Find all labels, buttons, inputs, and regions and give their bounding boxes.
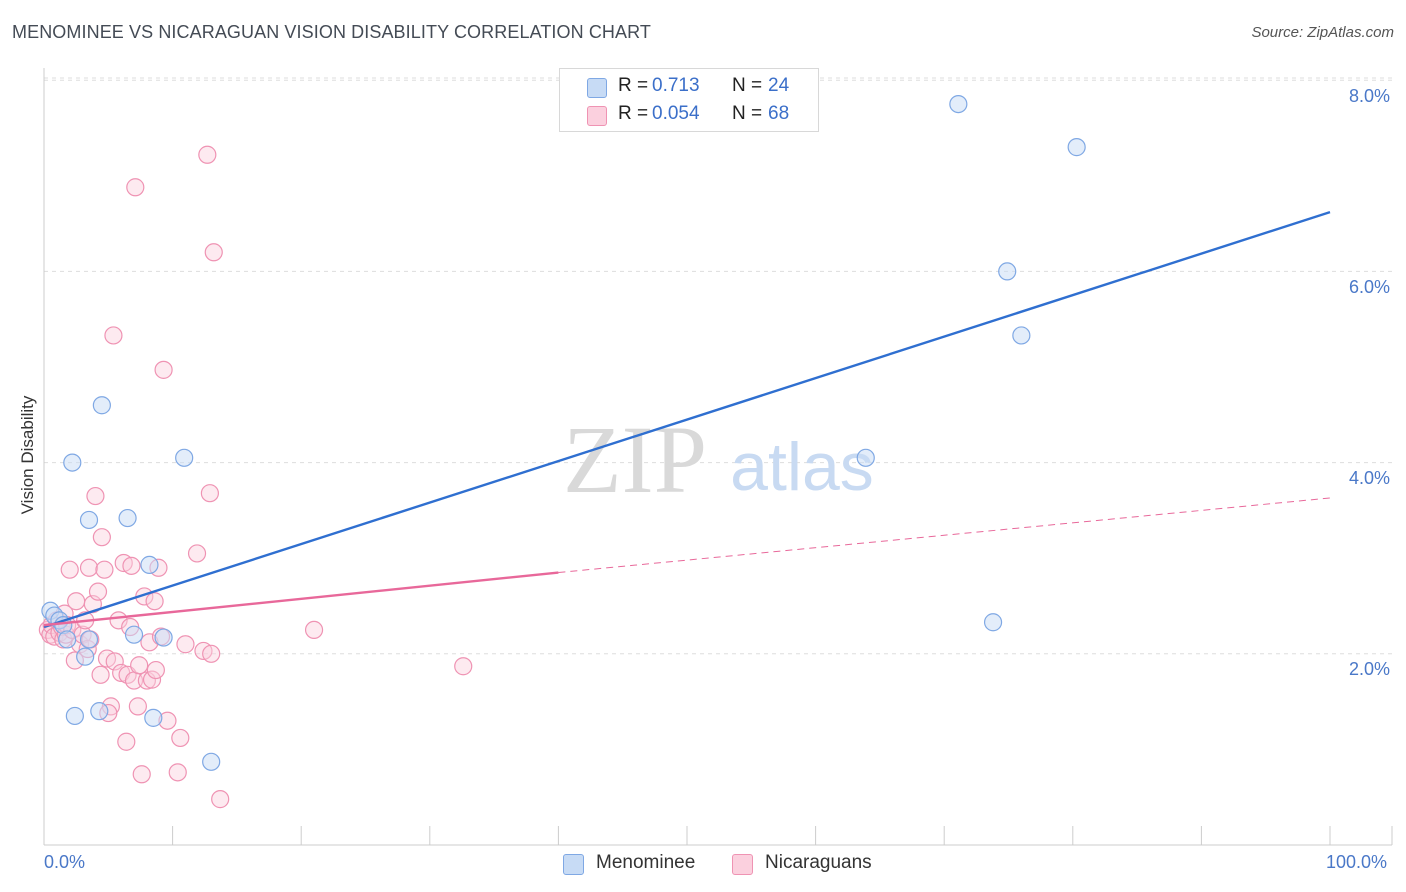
menominee-point xyxy=(79,630,99,649)
nicaraguans-point xyxy=(154,360,173,379)
nicaraguans-legend-swatch xyxy=(732,854,753,875)
y-tick-label: 6.0% xyxy=(1349,277,1391,297)
legend-label: Nicaraguans xyxy=(765,852,872,873)
menominee-point xyxy=(1012,326,1031,345)
menominee-point xyxy=(949,94,968,114)
menominee-trend-line xyxy=(43,210,1331,629)
stats-legend: R = 0.713 N = 24 R = 0.054 N = 68 xyxy=(559,68,819,132)
menominee-point xyxy=(124,625,144,644)
nicaraguans-point xyxy=(176,635,195,654)
nicaraguans-swatch xyxy=(587,106,607,126)
n-label: N = xyxy=(732,103,763,124)
trend-lines xyxy=(43,210,1331,629)
nicaraguans-point xyxy=(145,592,164,611)
nicaraguans-point xyxy=(168,763,187,782)
menominee-point xyxy=(58,630,77,649)
menominee-point xyxy=(63,453,82,472)
menominee-point xyxy=(1067,138,1086,157)
nicaraguans-trend-line xyxy=(43,571,559,627)
nicaraguans-point xyxy=(91,665,110,684)
x-axis-min-label: 0.0% xyxy=(44,852,86,872)
y-tick-label: 4.0% xyxy=(1349,468,1391,488)
menominee-point xyxy=(998,262,1017,281)
nicaraguans-point xyxy=(187,544,207,563)
nicaraguans-point xyxy=(105,652,124,671)
menominee-point xyxy=(175,448,194,467)
nicaraguans-point xyxy=(200,484,219,503)
nicaraguans-point xyxy=(132,765,151,784)
watermark-zip: ZIP xyxy=(563,406,707,513)
nicaraguans-point xyxy=(128,697,147,716)
legend-label: Menominee xyxy=(596,852,696,873)
watermark: ZIP atlas xyxy=(563,406,874,513)
nicaraguans-point xyxy=(198,145,217,164)
menominee-point xyxy=(76,647,95,666)
menominee-point xyxy=(983,613,1003,632)
nicaraguans-point xyxy=(304,620,324,640)
source-label: Source: ZipAtlas.com xyxy=(1251,24,1394,41)
menominee-legend-swatch xyxy=(563,854,584,875)
r-label: R = xyxy=(618,75,649,96)
nicaraguans-point xyxy=(204,243,223,262)
r-value: 0.713 xyxy=(652,75,700,96)
menominee-point xyxy=(92,396,111,415)
n-value: 68 xyxy=(768,103,790,124)
nicaraguans-point xyxy=(86,486,105,506)
y-tick-label: 2.0% xyxy=(1349,659,1391,679)
nicaraguans-point xyxy=(104,326,123,345)
x-axis-max-label: 100.0% xyxy=(1326,852,1388,872)
nicaraguans-point xyxy=(137,671,156,690)
menominee-point xyxy=(144,708,163,727)
nicaraguans-point xyxy=(92,528,111,547)
menominee-point xyxy=(154,628,173,647)
nicaraguans-trend-extension xyxy=(558,497,1331,574)
r-label: R = xyxy=(618,103,649,124)
nicaraguans-point xyxy=(117,732,136,751)
axes xyxy=(43,68,1393,846)
y-tick-label: 8.0% xyxy=(1349,86,1391,106)
nicaraguans-point xyxy=(142,670,162,689)
n-value: 24 xyxy=(768,75,790,96)
nicaraguans-point xyxy=(211,790,230,809)
menominee-point xyxy=(118,508,137,528)
nicaraguans-point xyxy=(130,656,149,675)
menominee-point xyxy=(65,706,84,726)
nicaraguans-point xyxy=(126,178,145,197)
menominee-point xyxy=(140,555,159,574)
stats-row-menominee: R = 0.713 N = 24 xyxy=(560,72,818,102)
nicaraguans-point xyxy=(122,556,141,575)
nicaraguans-point xyxy=(95,560,114,579)
menominee-swatch xyxy=(587,78,607,98)
nicaraguans-point xyxy=(202,644,221,663)
menominee-points xyxy=(41,94,1086,771)
menominee-point xyxy=(202,752,221,771)
nicaraguans-point xyxy=(88,582,108,601)
nicaraguans-point xyxy=(60,560,79,579)
watermark-atlas: atlas xyxy=(730,429,874,505)
n-label: N = xyxy=(732,75,763,96)
nicaraguans-point xyxy=(146,660,165,680)
nicaraguans-point xyxy=(171,728,190,748)
menominee-point xyxy=(90,702,109,721)
chart-title: MENOMINEE VS NICARAGUAN VISION DISABILIT… xyxy=(12,22,652,42)
menominee-point xyxy=(856,448,875,467)
r-value: 0.054 xyxy=(652,103,700,124)
stats-row-nicaraguans: R = 0.054 N = 68 xyxy=(560,100,818,130)
nicaraguans-point xyxy=(67,592,86,611)
grid-lines xyxy=(44,77,1392,655)
nicaraguans-point xyxy=(79,558,99,577)
nicaraguans-point xyxy=(454,657,473,676)
menominee-point xyxy=(79,510,99,530)
